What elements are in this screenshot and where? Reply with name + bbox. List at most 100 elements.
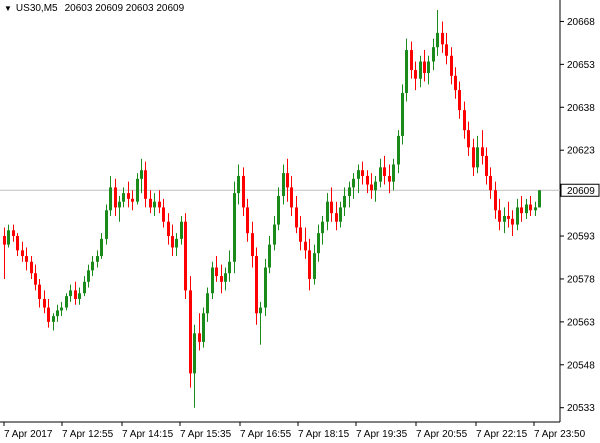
- candle-bull: [91, 261, 94, 271]
- candle-bull: [476, 147, 479, 168]
- candle-bull: [56, 310, 59, 317]
- candle-bear: [171, 236, 174, 248]
- candle-bear: [388, 175, 391, 182]
- candle-bull: [211, 267, 214, 294]
- candle-bear: [3, 236, 6, 245]
- candle-bear: [114, 187, 117, 208]
- candle-bull: [175, 238, 178, 248]
- candle-bull: [233, 193, 236, 262]
- candle-bear: [445, 44, 448, 56]
- x-tick-label: 7 Apr 15:35: [180, 429, 232, 440]
- x-tick-label: 7 Apr 19:35: [356, 429, 408, 440]
- chart-header: ▼ US30,M5 20603 20609 20603 20609: [4, 3, 184, 14]
- candle-bull: [136, 178, 139, 202]
- candle-bull: [228, 261, 231, 274]
- y-tick-label: 20548: [567, 360, 595, 371]
- current-price-box: [560, 183, 600, 197]
- candle-bull: [180, 221, 183, 239]
- x-tick-label: 7 Apr 2017: [4, 429, 53, 440]
- candle-bear: [47, 307, 50, 322]
- candle-bear: [158, 201, 161, 208]
- candle-bull: [317, 233, 320, 254]
- candle-bull: [343, 195, 346, 208]
- candle-bear: [472, 147, 475, 168]
- candle-bull: [401, 92, 404, 136]
- y-tick-label: 20668: [567, 17, 595, 28]
- candle-bull: [321, 221, 324, 234]
- candle-bear: [366, 175, 369, 185]
- candle-bull: [313, 253, 316, 279]
- candle-bull: [202, 313, 205, 342]
- candle-bull: [122, 193, 125, 202]
- candle-bear: [246, 207, 249, 234]
- candle-bull: [538, 190, 541, 208]
- candle-bear: [255, 256, 258, 314]
- candle-bear: [43, 298, 46, 308]
- candle-bull: [374, 181, 377, 191]
- candle-bear: [463, 110, 466, 131]
- candle-bull: [153, 201, 156, 208]
- candle-bull: [69, 290, 72, 297]
- candle-bear: [198, 333, 201, 342]
- x-tick-label: 7 Apr 22:15: [476, 429, 528, 440]
- x-tick-label: 7 Apr 23:50: [534, 429, 586, 440]
- candle-bear: [290, 187, 293, 208]
- candle-bear: [507, 216, 510, 219]
- candle-bear: [467, 130, 470, 148]
- candle-bear: [220, 276, 223, 282]
- candle-bear: [511, 218, 514, 225]
- candle-bear: [242, 175, 245, 208]
- candle-bear: [485, 155, 488, 176]
- candle-bull: [52, 316, 55, 322]
- candle-bull: [259, 307, 262, 314]
- candle-bear: [414, 70, 417, 79]
- candle-bull: [65, 296, 68, 308]
- candle-bear: [458, 90, 461, 111]
- candle-bull: [397, 135, 400, 165]
- candle-bull: [206, 293, 209, 314]
- candle-bull: [109, 187, 112, 211]
- candle-bear: [167, 221, 170, 237]
- candle-bull: [264, 267, 267, 308]
- candle-bear: [441, 32, 444, 45]
- candle-bull: [432, 47, 435, 62]
- candle-bear: [489, 175, 492, 191]
- y-tick-label: 20623: [567, 146, 595, 157]
- candle-bear: [25, 256, 28, 262]
- candle-bull: [60, 307, 63, 311]
- candle-bear: [38, 284, 41, 299]
- x-tick-label: 7 Apr 12:55: [62, 429, 114, 440]
- candle-bull: [140, 170, 143, 179]
- y-tick-label: 20593: [567, 232, 595, 243]
- candle-bull: [357, 170, 360, 179]
- candle-bull: [118, 201, 121, 208]
- candle-bear: [144, 170, 147, 199]
- candle-bull: [87, 270, 90, 282]
- candle-bear: [529, 204, 532, 211]
- x-tick-label: 7 Apr 18:15: [298, 429, 350, 440]
- candle-bull: [339, 207, 342, 222]
- candle-bull: [379, 167, 382, 182]
- candle-bear: [295, 207, 298, 228]
- triangle-down-icon[interactable]: ▼: [4, 4, 12, 13]
- candle-bear: [370, 184, 373, 191]
- ohlc-values: 20603 20609 20603 20609: [64, 3, 185, 14]
- candle-bear: [286, 173, 289, 188]
- candle-bull: [78, 293, 81, 299]
- candle-bear: [304, 241, 307, 251]
- candle-bear: [74, 290, 77, 299]
- candle-bull: [237, 175, 240, 194]
- y-tick-label: 20578: [567, 274, 595, 285]
- candle-bull: [534, 207, 537, 211]
- candle-bull: [282, 173, 285, 196]
- candle-bear: [520, 207, 523, 214]
- candle-bull: [268, 244, 271, 268]
- candle-bear: [21, 250, 24, 257]
- candle-bull: [326, 201, 329, 222]
- candle-bear: [494, 190, 497, 211]
- candle-bear: [410, 50, 413, 71]
- candle-bear: [330, 201, 333, 214]
- candle-bull: [105, 210, 108, 239]
- candle-bear: [361, 170, 364, 176]
